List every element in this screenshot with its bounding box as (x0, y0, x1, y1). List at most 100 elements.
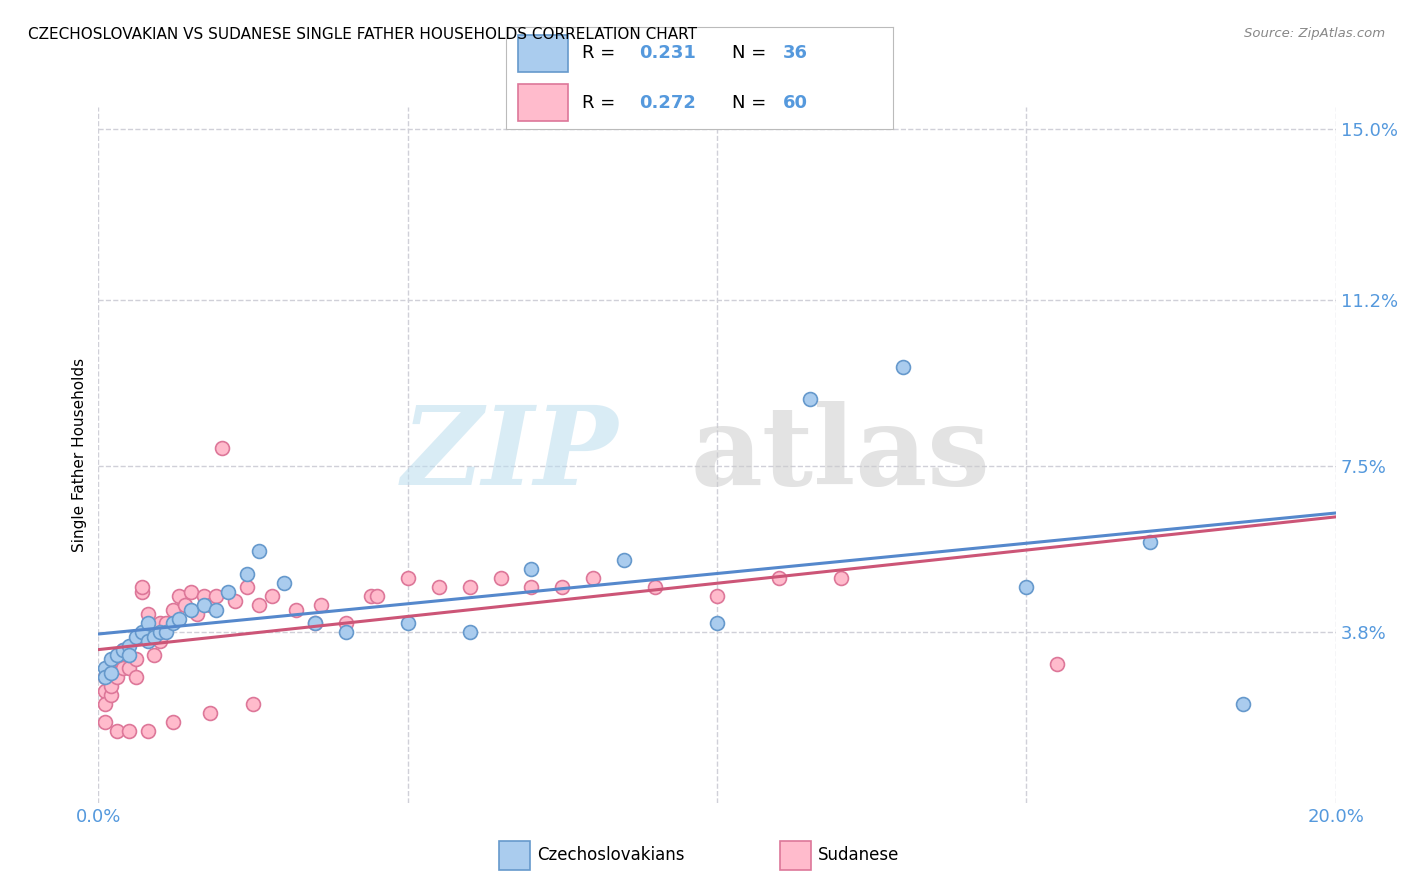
Point (427, 580, 450, 594)
Text: 0.231: 0.231 (640, 45, 696, 62)
Point (100, 652, 122, 666)
Point (198, 706, 221, 720)
Point (193, 590, 215, 604)
Point (124, 670, 146, 684)
FancyBboxPatch shape (517, 35, 568, 72)
Text: ZIP: ZIP (402, 401, 619, 508)
Point (112, 643, 135, 657)
Point (100, 688, 122, 702)
Point (768, 571, 790, 585)
Point (180, 603, 202, 617)
Point (198, 599, 221, 613)
Point (193, 599, 215, 613)
Point (180, 584, 202, 599)
Text: R =: R = (582, 45, 620, 62)
Point (93, 683, 115, 698)
Text: Source: ZipAtlas.com: Source: ZipAtlas.com (1244, 27, 1385, 40)
Text: Czechoslovakians: Czechoslovakians (537, 847, 685, 864)
Point (582, 571, 605, 585)
Point (93, 714, 115, 729)
Point (830, 571, 852, 585)
Point (155, 616, 177, 631)
Point (105, 723, 128, 738)
Text: atlas: atlas (690, 401, 991, 508)
Point (167, 612, 190, 626)
Point (304, 616, 326, 631)
Point (1046, 657, 1069, 671)
Point (247, 544, 270, 558)
Point (224, 594, 246, 608)
Point (174, 599, 197, 613)
Point (149, 634, 172, 648)
Point (335, 625, 357, 640)
Text: CZECHOSLOVAKIAN VS SUDANESE SINGLE FATHER HOUSEHOLDS CORRELATION CHART: CZECHOSLOVAKIAN VS SUDANESE SINGLE FATHE… (28, 27, 697, 42)
Point (162, 714, 184, 729)
Text: N =: N = (733, 45, 772, 62)
Point (260, 590, 283, 604)
Point (396, 616, 419, 631)
Point (247, 599, 270, 613)
Point (186, 607, 208, 622)
Text: R =: R = (582, 94, 620, 112)
Point (236, 580, 259, 594)
Point (100, 665, 122, 680)
Point (155, 625, 177, 640)
Text: 60: 60 (783, 94, 807, 112)
Point (458, 625, 481, 640)
Point (124, 652, 146, 666)
Point (105, 652, 128, 666)
Point (799, 392, 821, 406)
Point (118, 648, 141, 662)
Point (118, 639, 141, 653)
Point (93, 697, 115, 711)
Point (136, 616, 159, 631)
Point (131, 580, 153, 594)
Point (143, 648, 166, 662)
Point (1139, 535, 1161, 549)
Point (93, 661, 115, 675)
Point (162, 616, 184, 631)
Point (136, 607, 159, 622)
Point (644, 580, 666, 594)
Point (105, 670, 128, 684)
Point (167, 590, 190, 604)
Point (520, 562, 543, 576)
Point (93, 670, 115, 684)
Point (162, 603, 184, 617)
Point (136, 634, 159, 648)
Point (489, 571, 512, 585)
Point (100, 661, 122, 675)
Point (105, 648, 128, 662)
Point (613, 553, 636, 567)
Point (304, 616, 326, 631)
Point (93, 670, 115, 684)
Point (136, 723, 159, 738)
Point (396, 571, 419, 585)
FancyBboxPatch shape (517, 84, 568, 121)
Point (551, 580, 574, 594)
Point (131, 625, 153, 640)
Y-axis label: Single Father Households: Single Father Households (72, 358, 87, 552)
Point (458, 580, 481, 594)
Point (112, 643, 135, 657)
Text: Sudanese: Sudanese (818, 847, 900, 864)
Point (706, 616, 728, 631)
Point (706, 590, 728, 604)
Text: N =: N = (733, 94, 772, 112)
Point (149, 616, 172, 631)
Point (891, 360, 914, 375)
Text: 0.272: 0.272 (640, 94, 696, 112)
Point (1232, 697, 1254, 711)
Point (118, 648, 141, 662)
Point (520, 580, 543, 594)
Point (124, 630, 146, 644)
Point (285, 603, 308, 617)
Point (217, 584, 239, 599)
Point (360, 590, 382, 604)
Point (273, 575, 295, 590)
Point (335, 616, 357, 631)
Point (309, 599, 332, 613)
Point (118, 723, 141, 738)
Point (100, 679, 122, 693)
Point (112, 661, 135, 675)
